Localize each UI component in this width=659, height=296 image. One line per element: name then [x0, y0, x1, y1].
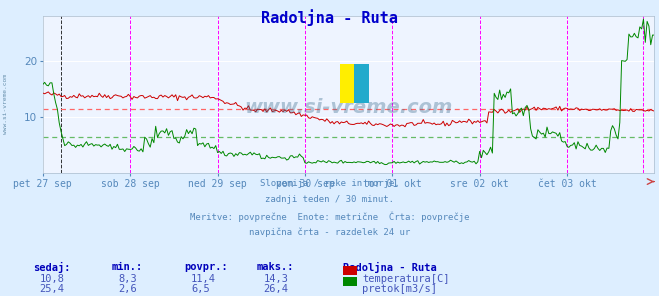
Text: www.si-vreme.com: www.si-vreme.com: [3, 74, 8, 133]
Text: povpr.:: povpr.:: [185, 262, 228, 272]
Text: 25,4: 25,4: [40, 284, 65, 294]
Bar: [354, 64, 368, 103]
Bar: [339, 64, 354, 103]
Text: 8,3: 8,3: [119, 274, 137, 284]
Text: 11,4: 11,4: [191, 274, 216, 284]
Text: 6,5: 6,5: [191, 284, 210, 294]
Text: www.si-vreme.com: www.si-vreme.com: [244, 98, 453, 117]
Text: Meritve: povprečne  Enote: metrične  Črta: povprečje: Meritve: povprečne Enote: metrične Črta:…: [190, 212, 469, 222]
Text: 2,6: 2,6: [119, 284, 137, 294]
Text: Radoljna - Ruta: Radoljna - Ruta: [261, 9, 398, 26]
Text: navpična črta - razdelek 24 ur: navpična črta - razdelek 24 ur: [249, 228, 410, 237]
Text: 26,4: 26,4: [264, 284, 289, 294]
Text: temperatura[C]: temperatura[C]: [362, 274, 450, 284]
Text: maks.:: maks.:: [257, 262, 295, 272]
Text: sedaj:: sedaj:: [33, 262, 71, 273]
Text: Radoljna - Ruta: Radoljna - Ruta: [343, 262, 436, 273]
Text: min.:: min.:: [112, 262, 143, 272]
Text: 14,3: 14,3: [264, 274, 289, 284]
Text: pretok[m3/s]: pretok[m3/s]: [362, 284, 438, 294]
Text: 10,8: 10,8: [40, 274, 65, 284]
Text: Slovenija / reke in morje.: Slovenija / reke in morje.: [260, 179, 399, 188]
Text: zadnji teden / 30 minut.: zadnji teden / 30 minut.: [265, 195, 394, 204]
